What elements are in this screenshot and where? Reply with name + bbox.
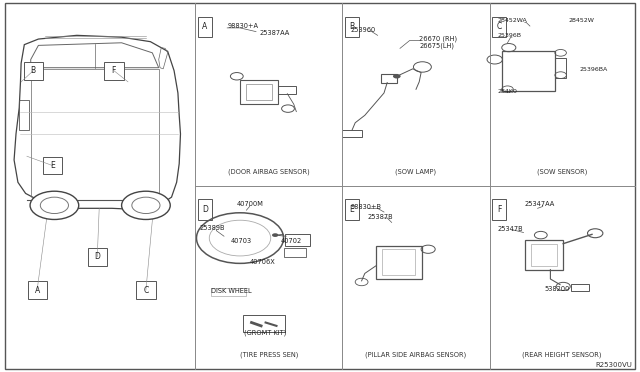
Bar xyxy=(198,17,212,37)
Bar xyxy=(492,199,506,220)
Text: (SOW SENSOR): (SOW SENSOR) xyxy=(537,169,588,175)
Bar xyxy=(243,315,285,332)
Bar xyxy=(19,100,29,130)
Text: 40706X: 40706X xyxy=(250,259,275,265)
Bar xyxy=(571,284,589,291)
Bar xyxy=(43,157,62,174)
Text: R25300VU: R25300VU xyxy=(595,362,632,368)
Bar xyxy=(24,62,43,80)
Bar xyxy=(285,234,310,246)
Text: (REAR HEIGHT SENSOR): (REAR HEIGHT SENSOR) xyxy=(522,352,602,358)
Text: 40700M: 40700M xyxy=(237,201,264,207)
Bar xyxy=(246,84,272,100)
Text: (GROMT KIT): (GROMT KIT) xyxy=(244,330,287,336)
Text: 40703: 40703 xyxy=(230,238,252,244)
Bar xyxy=(198,199,212,220)
Bar xyxy=(240,80,278,104)
Circle shape xyxy=(393,74,401,78)
Circle shape xyxy=(122,191,170,219)
Bar xyxy=(531,244,557,266)
Text: 253960: 253960 xyxy=(351,27,376,33)
Circle shape xyxy=(272,233,278,237)
Text: 25396B: 25396B xyxy=(498,33,522,38)
Bar xyxy=(284,248,306,257)
Text: B: B xyxy=(349,22,355,32)
Text: F: F xyxy=(112,66,116,75)
Text: D: D xyxy=(94,252,100,261)
Bar xyxy=(376,246,422,279)
Text: 538200: 538200 xyxy=(544,286,570,292)
Bar xyxy=(502,51,555,91)
Bar xyxy=(88,248,107,266)
Text: D: D xyxy=(202,205,208,214)
Bar xyxy=(381,74,397,83)
Text: A: A xyxy=(202,22,207,32)
Bar xyxy=(278,86,296,94)
Bar xyxy=(104,62,124,80)
Text: 25387B: 25387B xyxy=(368,214,394,219)
Text: 26670 (RH): 26670 (RH) xyxy=(419,36,458,42)
Text: DISK WHEEL: DISK WHEEL xyxy=(211,288,252,294)
Text: 28452W: 28452W xyxy=(568,17,594,23)
Bar xyxy=(342,130,362,137)
Text: 25347B: 25347B xyxy=(498,226,524,232)
Text: B: B xyxy=(31,66,36,75)
Text: (TIRE PRESS SEN): (TIRE PRESS SEN) xyxy=(239,352,298,358)
Bar xyxy=(382,249,415,275)
Bar xyxy=(136,281,156,299)
Bar xyxy=(345,199,359,220)
Bar xyxy=(555,58,566,78)
Text: A: A xyxy=(35,286,40,295)
Text: 25387AA: 25387AA xyxy=(259,31,289,36)
Bar xyxy=(492,17,506,37)
Text: 98830+A: 98830+A xyxy=(227,23,258,29)
Text: E: E xyxy=(349,205,355,214)
Text: 26675(LH): 26675(LH) xyxy=(419,43,454,49)
Text: C: C xyxy=(143,286,148,295)
Text: 284K0: 284K0 xyxy=(498,89,518,94)
Text: 25347AA: 25347AA xyxy=(525,201,555,207)
Text: E: E xyxy=(50,161,55,170)
Text: F: F xyxy=(497,205,501,214)
Circle shape xyxy=(30,191,79,219)
Text: 25389B: 25389B xyxy=(200,225,225,231)
Text: (PILLAR SIDE AIRBAG SENSOR): (PILLAR SIDE AIRBAG SENSOR) xyxy=(365,352,467,358)
Bar xyxy=(525,240,563,270)
Text: C: C xyxy=(497,22,502,32)
Bar xyxy=(211,288,246,296)
Bar xyxy=(28,281,47,299)
Text: 40702: 40702 xyxy=(280,238,301,244)
Text: 28452WA: 28452WA xyxy=(498,17,527,23)
Bar xyxy=(345,17,359,37)
Text: 98830+B: 98830+B xyxy=(351,204,381,210)
Text: 25396BA: 25396BA xyxy=(579,67,607,73)
Text: (SOW LAMP): (SOW LAMP) xyxy=(396,169,436,175)
Text: (DOOR AIRBAG SENSOR): (DOOR AIRBAG SENSOR) xyxy=(228,169,310,175)
